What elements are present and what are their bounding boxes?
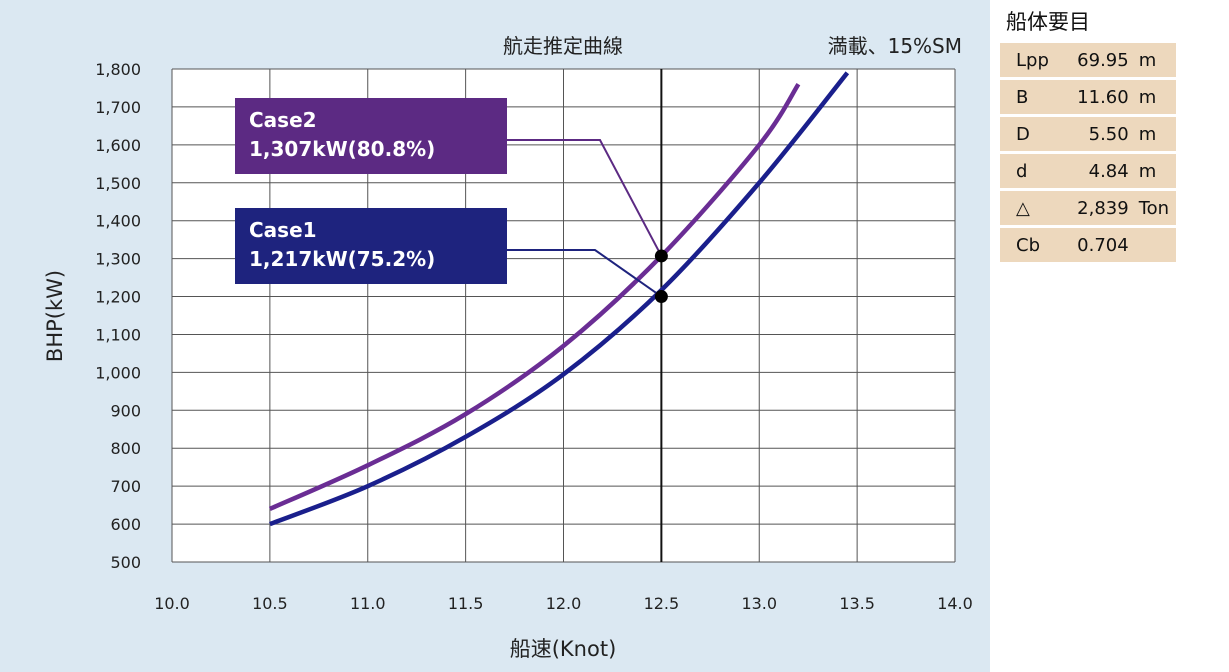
- y-tick-label: 1,400: [95, 212, 141, 231]
- x-tick-label: 10.0: [154, 594, 190, 613]
- x-tick-label: 12.0: [546, 594, 582, 613]
- x-tick-label: 13.5: [839, 594, 875, 613]
- x-tick-label: 14.0: [937, 594, 973, 613]
- spec-row: △ 2,839 Ton: [1000, 191, 1176, 225]
- y-tick-label: 900: [110, 401, 141, 420]
- y-tick-label: 1,200: [95, 288, 141, 307]
- x-tick-label: 10.5: [252, 594, 288, 613]
- chart-title: 航走推定曲線: [503, 34, 623, 58]
- y-tick-label: 1,100: [95, 325, 141, 344]
- y-tick-label: 1,300: [95, 250, 141, 269]
- spec-value: 5.50: [1058, 117, 1129, 151]
- y-tick-label: 1,000: [95, 363, 141, 382]
- spec-key: D: [1000, 117, 1058, 151]
- spec-panel: 船体要目 Lpp 69.95 m B 11.60 m D 5.50 m d 4.84 m △ 2,839 T…: [1000, 0, 1229, 265]
- data-point-case1: [655, 290, 668, 303]
- x-tick-label: 13.0: [741, 594, 777, 613]
- spec-table: Lpp 69.95 m B 11.60 m D 5.50 m d 4.84 m △ 2,839 Ton Cb 0…: [1000, 40, 1176, 265]
- spec-row: B 11.60 m: [1000, 80, 1176, 114]
- y-tick-label: 1,800: [95, 60, 141, 79]
- spec-row: Lpp 69.95 m: [1000, 43, 1176, 77]
- spec-row: d 4.84 m: [1000, 154, 1176, 188]
- chart-condition: 満載、15%SM: [828, 34, 962, 58]
- spec-unit: [1129, 228, 1176, 262]
- callout-title-case1: Case1: [249, 218, 317, 242]
- y-tick-label: 800: [110, 439, 141, 458]
- callout-value-case1: 1,217kW(75.2%): [249, 247, 435, 271]
- spec-row: Cb 0.704: [1000, 228, 1176, 262]
- chart-svg: 500 600 700 800 900 1,000 1,100 1,200 1,300 1,400…: [0, 0, 990, 672]
- y-tick-label: 600: [110, 515, 141, 534]
- spec-unit: m: [1129, 43, 1176, 77]
- spec-unit: m: [1129, 154, 1176, 188]
- y-tick-label: 700: [110, 477, 141, 496]
- x-tick-labels: 10.0 10.5 11.0 11.5 12.0 12.5 13.0 13.5 14.0: [154, 594, 973, 613]
- spec-key: △: [1000, 191, 1058, 225]
- spec-row: D 5.50 m: [1000, 117, 1176, 151]
- y-tick-labels: 500 600 700 800 900 1,000 1,100 1,200 1,300 1,400…: [95, 60, 141, 572]
- y-tick-label: 500: [110, 553, 141, 572]
- x-axis-label: 船速(Knot): [510, 637, 617, 661]
- y-tick-label: 1,600: [95, 136, 141, 155]
- chart-panel: 500 600 700 800 900 1,000 1,100 1,200 1,300 1,400…: [0, 0, 990, 672]
- spec-unit: m: [1129, 80, 1176, 114]
- data-point-case2: [655, 249, 668, 262]
- spec-title: 船体要目: [1006, 0, 1229, 40]
- spec-value: 2,839: [1058, 191, 1129, 225]
- spec-unit: Ton: [1129, 191, 1176, 225]
- y-tick-label: 1,700: [95, 98, 141, 117]
- spec-key: Cb: [1000, 228, 1058, 262]
- spec-key: B: [1000, 80, 1058, 114]
- callout-title-case2: Case2: [249, 108, 317, 132]
- spec-value: 11.60: [1058, 80, 1129, 114]
- callout-value-case2: 1,307kW(80.8%): [249, 137, 435, 161]
- x-tick-label: 11.0: [350, 594, 386, 613]
- spec-key: Lpp: [1000, 43, 1058, 77]
- y-tick-label: 1,500: [95, 174, 141, 193]
- y-axis-label: BHP(kW): [43, 270, 67, 362]
- spec-value: 69.95: [1058, 43, 1129, 77]
- spec-value: 0.704: [1058, 228, 1129, 262]
- spec-unit: m: [1129, 117, 1176, 151]
- spec-value: 4.84: [1058, 154, 1129, 188]
- spec-key: d: [1000, 154, 1058, 188]
- x-tick-label: 11.5: [448, 594, 484, 613]
- x-tick-label: 12.5: [644, 594, 680, 613]
